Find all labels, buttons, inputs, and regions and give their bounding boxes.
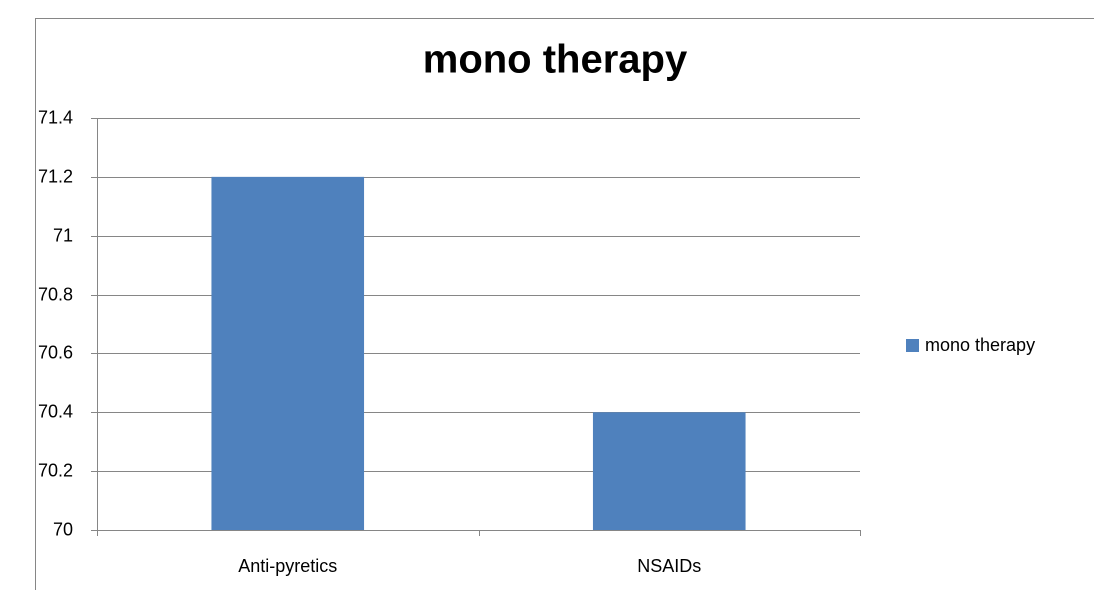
legend-label: mono therapy (925, 335, 1035, 355)
bar (211, 176, 365, 530)
y-tick-label: 70.6 (38, 342, 73, 362)
y-tick-label: 70 (53, 519, 73, 539)
y-tick-label: 71.2 (38, 166, 73, 186)
legend-swatch (906, 339, 919, 352)
x-tick-label: NSAIDs (637, 556, 701, 576)
y-tick-label: 71.4 (38, 107, 73, 127)
y-tick-label: 71 (53, 225, 73, 245)
chart-title: mono therapy (423, 38, 688, 82)
y-tick-label: 70.8 (38, 284, 73, 304)
y-tick-label: 70.2 (38, 460, 73, 480)
y-tick-label: 70.4 (38, 401, 73, 421)
bar (592, 412, 746, 530)
x-tick-label: Anti-pyretics (238, 556, 337, 576)
